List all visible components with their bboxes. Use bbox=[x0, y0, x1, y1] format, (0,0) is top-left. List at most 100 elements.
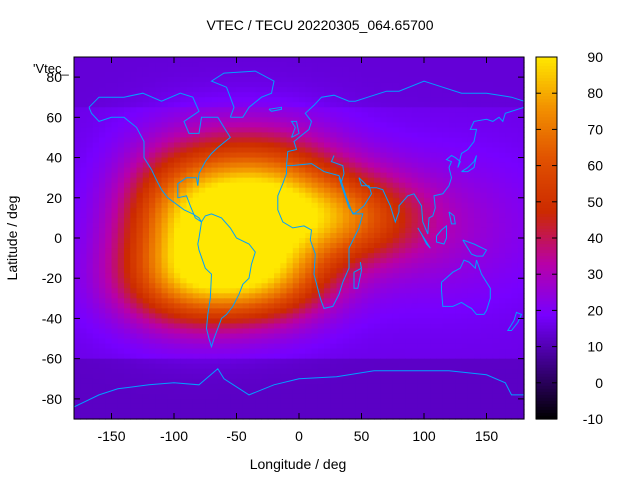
heatmap-cell bbox=[405, 67, 413, 73]
heatmap-cell bbox=[192, 77, 200, 83]
heatmap-cell bbox=[174, 117, 181, 123]
heatmap-cell bbox=[74, 107, 81, 113]
heatmap-cell bbox=[261, 122, 269, 128]
heatmap-cell bbox=[374, 202, 381, 209]
heatmap-cell bbox=[130, 167, 138, 174]
heatmap-cell bbox=[80, 303, 88, 309]
heatmap-cell bbox=[492, 187, 500, 194]
heatmap-cell bbox=[492, 388, 500, 395]
heatmap-cell bbox=[117, 373, 125, 380]
heatmap-cell bbox=[424, 283, 431, 289]
heatmap-cell bbox=[436, 308, 444, 315]
heatmap-cell bbox=[136, 288, 144, 294]
heatmap-cell bbox=[299, 343, 306, 350]
heatmap-cell bbox=[299, 192, 306, 199]
heatmap-cell bbox=[186, 243, 194, 249]
heatmap-cell bbox=[299, 248, 306, 254]
heatmap-cell bbox=[461, 393, 469, 400]
heatmap-cell bbox=[161, 137, 169, 144]
heatmap-cell bbox=[499, 57, 506, 63]
heatmap-cell bbox=[461, 353, 469, 360]
heatmap-cell bbox=[130, 57, 138, 63]
heatmap-cell bbox=[480, 192, 488, 199]
heatmap-cell bbox=[505, 238, 513, 244]
heatmap-cell bbox=[442, 142, 450, 149]
heatmap-cell bbox=[292, 313, 300, 320]
heatmap-cell bbox=[149, 288, 156, 294]
heatmap-cell bbox=[411, 127, 419, 134]
heatmap-cell bbox=[255, 182, 263, 189]
heatmap-cell bbox=[74, 238, 81, 244]
heatmap-cell bbox=[249, 323, 256, 330]
heatmap-cell bbox=[161, 107, 169, 113]
heatmap-cell bbox=[142, 238, 150, 244]
heatmap-cell bbox=[430, 157, 438, 164]
heatmap-cell bbox=[255, 268, 263, 274]
heatmap-cell bbox=[186, 67, 194, 73]
heatmap-cell bbox=[374, 177, 381, 184]
heatmap-cell bbox=[480, 363, 488, 370]
heatmap-cell bbox=[349, 92, 356, 98]
heatmap-cell bbox=[461, 268, 469, 274]
heatmap-cell bbox=[174, 308, 181, 315]
heatmap-cell bbox=[249, 368, 256, 375]
heatmap-cell bbox=[380, 227, 388, 234]
heatmap-cell bbox=[405, 368, 413, 375]
heatmap-cell bbox=[180, 308, 188, 315]
heatmap-cell bbox=[111, 323, 119, 330]
heatmap-cell bbox=[224, 343, 231, 350]
heatmap-cell bbox=[492, 137, 500, 144]
heatmap-cell bbox=[492, 177, 500, 184]
heatmap-cell bbox=[174, 82, 181, 88]
heatmap-cell bbox=[411, 268, 419, 274]
heatmap-cell bbox=[449, 318, 456, 325]
heatmap-cell bbox=[324, 202, 331, 209]
heatmap-cell bbox=[467, 263, 475, 269]
heatmap-cell bbox=[174, 338, 181, 345]
heatmap-cell bbox=[349, 137, 356, 144]
heatmap-cell bbox=[355, 72, 363, 78]
heatmap-cell bbox=[261, 202, 269, 209]
heatmap-cell bbox=[486, 182, 494, 189]
heatmap-cell bbox=[517, 238, 525, 244]
heatmap-cell bbox=[86, 127, 94, 134]
heatmap-cell bbox=[361, 177, 369, 184]
heatmap-cell bbox=[330, 217, 338, 224]
heatmap-cell bbox=[336, 273, 344, 279]
heatmap-cell bbox=[492, 398, 500, 405]
heatmap-cell bbox=[436, 157, 444, 164]
heatmap-cell bbox=[342, 288, 350, 294]
heatmap-cell bbox=[330, 243, 338, 249]
heatmap-cell bbox=[361, 72, 369, 78]
heatmap-cell bbox=[117, 303, 125, 309]
heatmap-cell bbox=[517, 253, 525, 259]
heatmap-cell bbox=[399, 283, 406, 289]
heatmap-cell bbox=[174, 147, 181, 154]
heatmap-cell bbox=[86, 87, 94, 93]
heatmap-cell bbox=[480, 338, 488, 345]
heatmap-cell bbox=[242, 172, 250, 179]
heatmap-cell bbox=[411, 398, 419, 405]
heatmap-cell bbox=[261, 197, 269, 204]
heatmap-cell bbox=[517, 122, 525, 128]
heatmap-cell bbox=[236, 222, 244, 229]
heatmap-cell bbox=[124, 338, 131, 345]
heatmap-cell bbox=[249, 167, 256, 174]
heatmap-cell bbox=[180, 403, 188, 410]
heatmap-cell bbox=[436, 167, 444, 174]
heatmap-cell bbox=[399, 308, 406, 315]
heatmap-cell bbox=[267, 167, 275, 174]
heatmap-cell bbox=[149, 298, 156, 304]
heatmap-cell bbox=[180, 112, 188, 118]
heatmap-cell bbox=[505, 273, 513, 279]
heatmap-cell bbox=[442, 353, 450, 360]
heatmap-cell bbox=[424, 112, 431, 118]
heatmap-cell bbox=[99, 238, 106, 244]
heatmap-cell bbox=[449, 202, 456, 209]
heatmap-cell bbox=[255, 348, 263, 355]
heatmap-cell bbox=[205, 127, 213, 134]
heatmap-cell bbox=[361, 263, 369, 269]
heatmap-cell bbox=[155, 102, 163, 108]
heatmap-cell bbox=[411, 227, 419, 234]
heatmap-cell bbox=[242, 358, 250, 365]
